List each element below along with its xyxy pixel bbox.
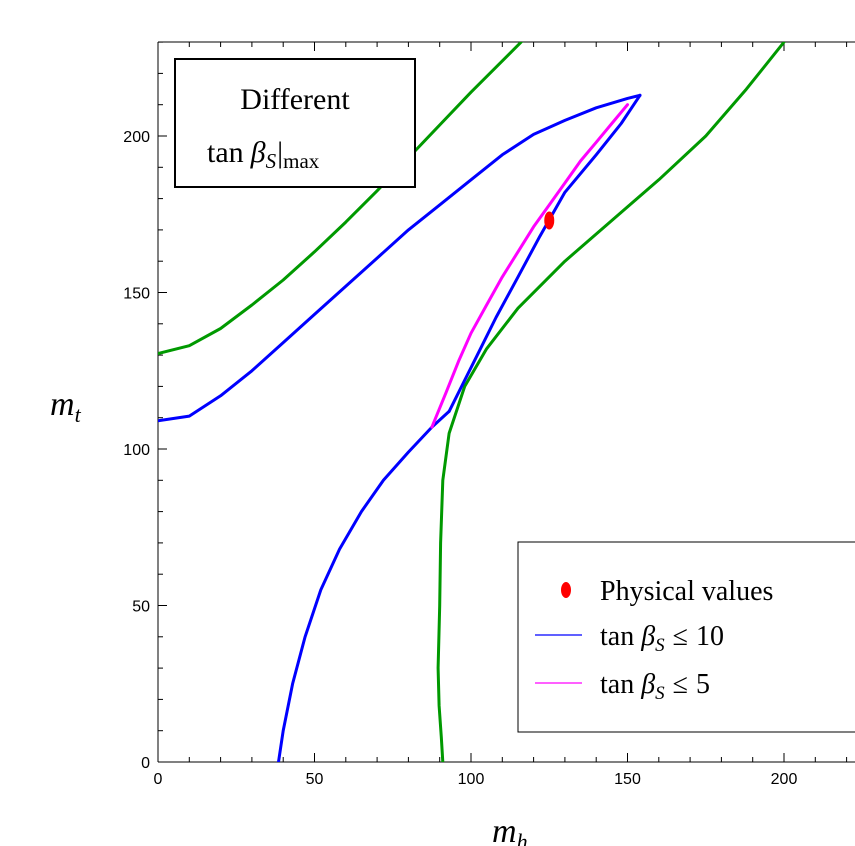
x-tick-label: 50 bbox=[306, 771, 324, 788]
legend-tan10-rel: ≤ bbox=[673, 621, 688, 652]
legend-tan10-pre: tan bbox=[600, 621, 634, 652]
annotation-line1: Different bbox=[240, 83, 350, 116]
x-tick-label: 150 bbox=[614, 771, 641, 788]
legend: Physical values tan βS ≤10 tan βS ≤5 bbox=[517, 541, 855, 733]
series-line-2 bbox=[158, 93, 642, 423]
series-line-6 bbox=[430, 103, 629, 429]
legend-tan5-pre: tan bbox=[600, 669, 634, 700]
annotation-max: max bbox=[283, 149, 320, 173]
annotation-line2: tan βS|max bbox=[207, 136, 320, 173]
annotation-beta: β bbox=[250, 136, 266, 169]
legend-marker-physical bbox=[561, 582, 571, 598]
x-tick-label: 200 bbox=[771, 771, 798, 788]
y-tick-label: 0 bbox=[141, 755, 150, 772]
y-tick-label: 50 bbox=[132, 599, 150, 616]
legend-frame bbox=[517, 541, 855, 733]
physical-point bbox=[544, 211, 555, 230]
series-line-4 bbox=[430, 409, 451, 429]
tick-labels: 0 50 100 150 200 0 50 100 150 200 bbox=[123, 129, 797, 788]
legend-tan5-beta: β bbox=[640, 669, 655, 700]
x-tick-label: 100 bbox=[458, 771, 485, 788]
series-line-0 bbox=[158, 42, 524, 355]
y-axis-label: mt bbox=[50, 386, 82, 427]
x-axis-label-sub: h bbox=[517, 829, 528, 846]
plot-frame bbox=[157, 41, 855, 763]
series-line-3 bbox=[447, 93, 642, 413]
legend-label-physical: Physical values bbox=[600, 576, 773, 607]
points-layer bbox=[544, 211, 555, 230]
legend-tan5-val: 5 bbox=[696, 669, 710, 700]
series-line-1 bbox=[436, 42, 786, 762]
series-layer bbox=[158, 42, 786, 762]
legend-tan5-rel: ≤ bbox=[673, 669, 688, 700]
y-axis-label-sub: t bbox=[75, 402, 82, 427]
legend-tan10-val: 10 bbox=[696, 621, 724, 652]
axis-ticks bbox=[157, 41, 848, 763]
y-tick-label: 200 bbox=[123, 129, 150, 146]
legend-tan10-beta: β bbox=[640, 621, 655, 652]
x-axis-label: mh bbox=[492, 813, 528, 846]
legend-label-tan5: tan βS ≤5 bbox=[600, 669, 710, 704]
legend-tan5-sub: S bbox=[655, 683, 665, 704]
series-line-5 bbox=[277, 425, 434, 762]
annotation-sub: S bbox=[266, 149, 277, 173]
annotation-bar: | bbox=[277, 136, 283, 169]
x-axis-label-main: m bbox=[492, 813, 517, 846]
annotation-box: Different tan βS|max bbox=[174, 58, 416, 188]
legend-label-tan10: tan βS ≤10 bbox=[600, 621, 724, 656]
y-axis-label-main: m bbox=[50, 386, 75, 423]
y-tick-label: 150 bbox=[123, 286, 150, 303]
x-tick-label: 0 bbox=[154, 771, 163, 788]
annotation-frame bbox=[174, 58, 416, 188]
legend-tan10-sub: S bbox=[655, 635, 665, 656]
annotation-tan: tan bbox=[207, 136, 244, 169]
y-tick-label: 100 bbox=[123, 442, 150, 459]
